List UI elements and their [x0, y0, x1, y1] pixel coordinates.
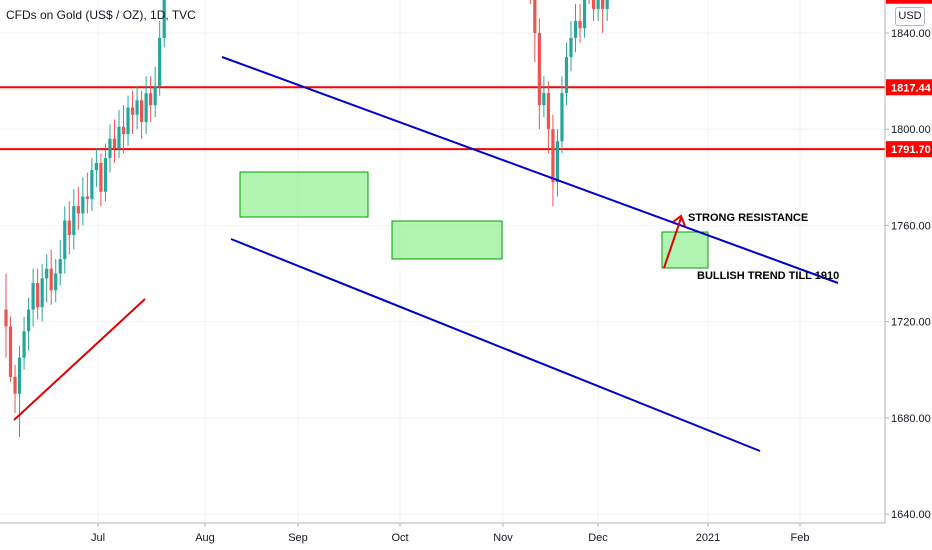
candle-body: [121, 126, 126, 135]
candle-body: [546, 93, 550, 130]
candle-body: [592, 0, 596, 9]
consolidation-zone: [661, 231, 709, 269]
candle-body: [58, 259, 62, 274]
candle-body: [85, 196, 89, 199]
chart-title: CFDs on Gold (US$ / OZ), 1D, TVC: [6, 8, 196, 22]
trendlines: [13, 56, 839, 452]
x-tick-label: 2021: [696, 532, 720, 544]
candle-body: [36, 283, 40, 308]
candle-body: [537, 33, 541, 106]
price-tag-bg: [886, 79, 932, 96]
candle-body: [4, 309, 8, 327]
candle-body: [63, 220, 67, 260]
candle-body: [81, 196, 85, 214]
candle-body: [54, 273, 58, 291]
upper-trendline: [221, 56, 839, 284]
candle-body: [99, 162, 103, 192]
candle-body: [40, 278, 44, 308]
bullish-arrow-shaft: [663, 217, 682, 269]
price-tag-bg: [886, 141, 932, 158]
candle-body: [555, 141, 560, 183]
candle-body: [72, 206, 76, 236]
horizontal-levels: [0, 86, 885, 151]
x-tick-label: Jul: [91, 532, 105, 544]
y-tick-label: 1840.00: [891, 28, 931, 40]
candle-body: [94, 162, 98, 171]
candle-body: [67, 220, 71, 236]
candle-body: [17, 357, 22, 394]
candles: [4, 0, 609, 438]
candle-body: [578, 20, 582, 29]
price-tag: 1817.44: [891, 82, 932, 94]
x-tick-label: Sep: [288, 532, 308, 544]
candle-body: [564, 57, 569, 94]
consolidation-zone: [391, 220, 503, 260]
candle-body: [533, 0, 537, 33]
price-tag-bg: [886, 0, 932, 4]
lower-trendline: [230, 238, 761, 452]
bullish-trend-label: BULLISH TREND TILL 1910: [697, 270, 839, 282]
y-tick-label: 1680.00: [891, 413, 931, 425]
candle-body: [542, 93, 546, 106]
currency-button[interactable]: USD: [895, 7, 925, 26]
x-tick-label: Feb: [791, 532, 810, 544]
candle-body: [76, 206, 80, 214]
annotations: STRONG RESISTANCE BULLISH TREND TILL 1910: [688, 212, 839, 282]
candle-body: [140, 100, 144, 122]
strong-resistance-label: STRONG RESISTANCE: [688, 212, 808, 224]
candle-body: [13, 376, 17, 394]
candle-body: [31, 283, 35, 310]
time-axis[interactable]: Jul Aug Sep Oct Nov Dec 2021 Feb: [91, 523, 810, 544]
x-tick-label: Aug: [195, 532, 215, 544]
candle-body: [108, 138, 112, 159]
x-tick-label: Oct: [391, 532, 408, 544]
candle-body: [605, 0, 609, 9]
price-tag: 1855.49: [891, 0, 931, 3]
bullish-arrow-head: [672, 214, 686, 227]
candle-body: [551, 129, 555, 183]
candle-body: [596, 0, 600, 9]
y-tick-label: 1800.00: [891, 124, 931, 136]
candle-body: [112, 138, 117, 149]
candle-body: [126, 107, 130, 135]
y-tick-label: 1760.00: [891, 220, 931, 232]
candle-body: [569, 37, 573, 58]
x-tick-label: Dec: [588, 532, 608, 544]
x-tick-label: Nov: [493, 532, 513, 544]
candle-body: [135, 100, 139, 115]
candle-body: [22, 331, 26, 358]
candle-body: [582, 0, 587, 29]
candle-body: [144, 93, 148, 122]
candle-body: [49, 268, 53, 291]
candle-body: [8, 326, 13, 377]
candle-body: [103, 158, 108, 192]
y-tick-label: 1720.00: [891, 317, 931, 329]
y-tick-label: 1640.00: [891, 509, 931, 521]
price-tags: 1970.181918.181898.791890.751881.401855.…: [886, 0, 932, 158]
candle-body: [573, 20, 578, 38]
candle-body: [162, 0, 166, 38]
candle-body: [153, 85, 157, 106]
candle-body: [27, 309, 31, 332]
price-axis[interactable]: 1640.00 1680.00 1720.00 1760.00 1800.00 1840.…: [885, 28, 931, 521]
rising-trendline: [13, 298, 146, 421]
candle-body: [45, 268, 49, 279]
price-tag: 1791.70: [891, 144, 931, 156]
candle-body: [560, 93, 564, 142]
candle-body: [117, 126, 121, 149]
candle-body: [149, 93, 153, 106]
consolidation-zone: [239, 171, 369, 218]
candle-body: [90, 170, 94, 199]
candle-body: [158, 37, 162, 86]
candle-body: [130, 107, 135, 115]
candle-body: [601, 0, 605, 9]
